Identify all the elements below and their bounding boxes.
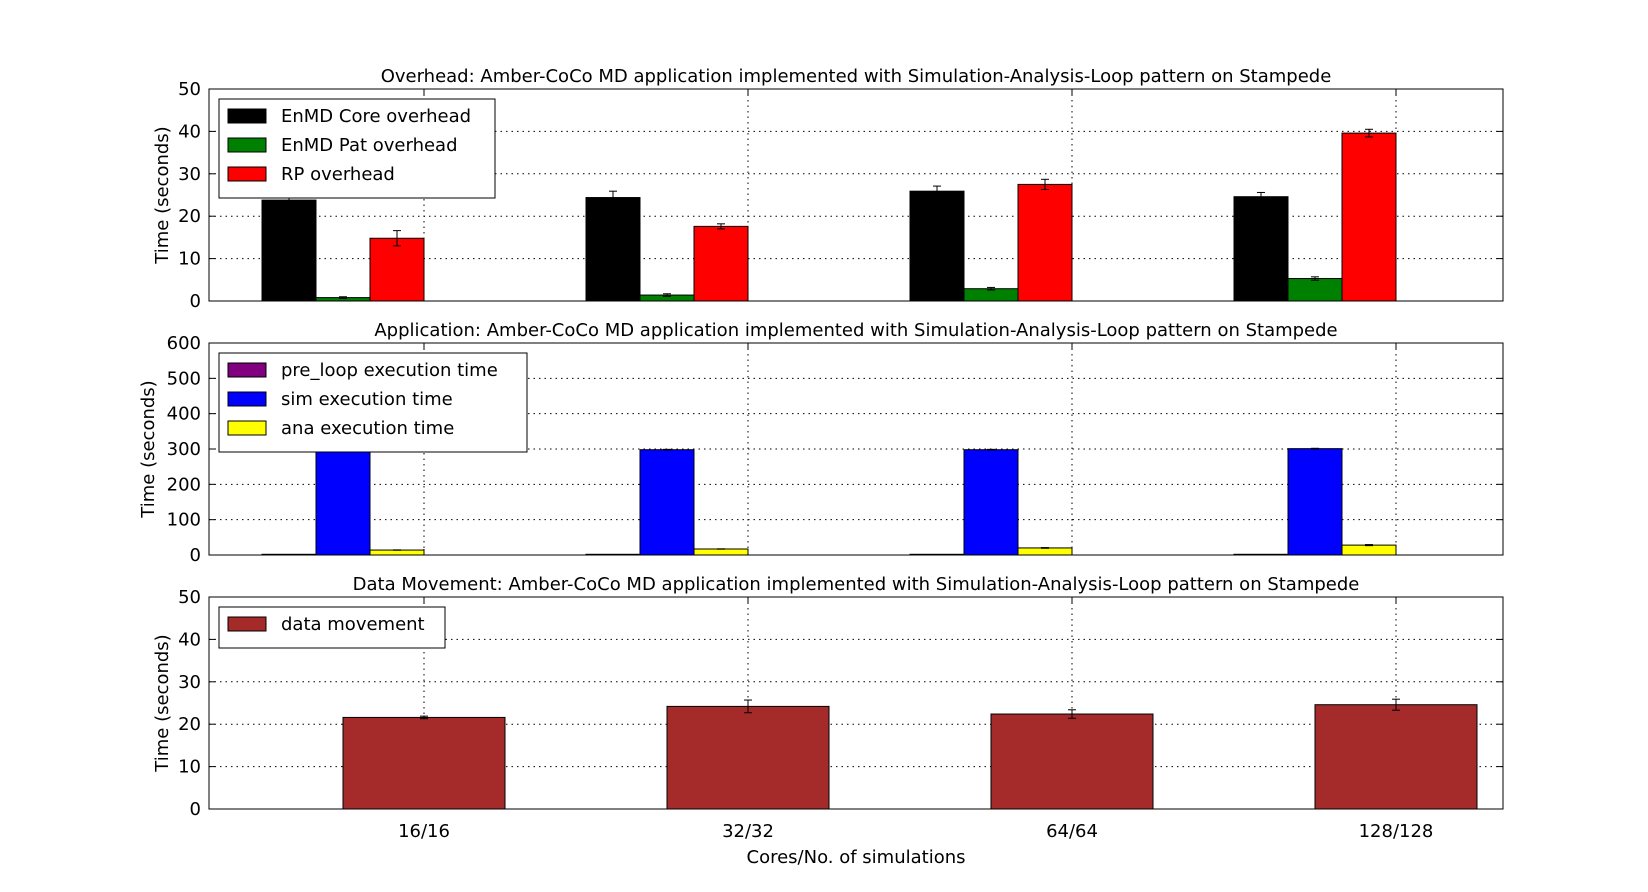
x-tick-label: 128/128 (1359, 821, 1434, 842)
panel-2: Application: Amber-CoCo MD application i… (138, 320, 1504, 566)
bar-rp-overhead (693, 225, 749, 302)
legend: EnMD Core overhead EnMD Pat overhead RP ov… (218, 98, 496, 199)
legend-label: sim execution time (281, 389, 453, 410)
y-axis-label: Time (seconds) (152, 634, 173, 772)
y-tick-label: 300 (167, 439, 201, 460)
bar-enmd-pat-overhead (963, 288, 1019, 302)
panel-3: Data Movement: Amber-CoCo MD application… (152, 574, 1504, 820)
legend-label: RP overhead (281, 164, 395, 185)
y-tick-label: 40 (178, 629, 201, 650)
bar-enmd-core-overhead (909, 190, 965, 302)
legend: data movement (218, 606, 446, 649)
y-tick-label: 40 (178, 121, 201, 142)
legend-swatch (227, 108, 267, 124)
x-tick-label: 64/64 (1046, 821, 1098, 842)
legend: pre_loop execution time sim execution tim… (218, 352, 528, 453)
legend-box (218, 352, 528, 453)
legend-label: ana execution time (281, 418, 454, 439)
y-axis-label: Time (seconds) (152, 126, 173, 264)
panel-title: Application: Amber-CoCo MD application i… (374, 320, 1337, 341)
bar-sim-execution-time (963, 449, 1019, 556)
y-tick-label: 600 (167, 333, 201, 354)
y-tick-label: 30 (178, 164, 201, 185)
y-tick-label: 20 (178, 714, 201, 735)
y-tick-label: 0 (190, 799, 201, 820)
y-tick-label: 50 (178, 79, 201, 100)
legend-swatch (227, 166, 267, 182)
panel-1: Overhead: Amber-CoCo MD application impl… (152, 66, 1504, 312)
bar-sim-execution-time (1287, 448, 1343, 556)
axes-frame (208, 596, 1504, 810)
y-tick-label: 10 (178, 757, 201, 778)
bar-ana-execution-time (369, 549, 425, 556)
bar-sim-execution-time (639, 449, 695, 556)
x-tick-label: 16/16 (398, 821, 450, 842)
bar-ana-execution-time (1341, 544, 1397, 556)
bar-enmd-core-overhead (585, 197, 641, 302)
legend-label: pre_loop execution time (281, 360, 498, 381)
bar-enmd-pat-overhead (1287, 278, 1343, 302)
y-tick-label: 0 (190, 545, 201, 566)
y-tick-label: 400 (167, 404, 201, 425)
panel-title: Overhead: Amber-CoCo MD application impl… (381, 66, 1332, 87)
legend-swatch (227, 362, 267, 378)
y-tick-label: 30 (178, 672, 201, 693)
y-tick-label: 100 (167, 510, 201, 531)
bar-ana-execution-time (693, 548, 749, 556)
y-tick-label: 50 (178, 587, 201, 608)
y-tick-label: 10 (178, 249, 201, 270)
legend-swatch (227, 420, 267, 436)
legend-label: data movement (281, 614, 425, 635)
bar-data-movement (666, 705, 830, 810)
panel-title: Data Movement: Amber-CoCo MD application… (353, 574, 1360, 595)
bar-ana-execution-time (1017, 547, 1073, 556)
y-tick-label: 200 (167, 474, 201, 495)
bar-rp-overhead (1341, 132, 1397, 302)
y-tick-label: 20 (178, 206, 201, 227)
legend-label: EnMD Core overhead (281, 106, 471, 127)
legend-swatch (227, 616, 267, 632)
bar-rp-overhead (369, 237, 425, 302)
bar-rp-overhead (1017, 183, 1073, 302)
bar-data-movement (342, 716, 506, 810)
legend-swatch (227, 391, 267, 407)
y-tick-label: 0 (190, 291, 201, 312)
bar-data-movement (1314, 704, 1478, 810)
axes-frame (208, 342, 1504, 556)
bar-sim-execution-time (315, 450, 371, 556)
y-tick-label: 500 (167, 368, 201, 389)
legend-swatch (227, 137, 267, 153)
axes-frame (208, 88, 1504, 302)
y-axis-label: Time (seconds) (138, 380, 159, 518)
legend-label: EnMD Pat overhead (281, 135, 458, 156)
bar-enmd-core-overhead (1233, 196, 1289, 302)
bar-enmd-core-overhead (261, 199, 317, 302)
x-axis-label: Cores/No. of simulations (747, 847, 966, 868)
x-tick-label: 32/32 (722, 821, 774, 842)
bar-data-movement (990, 713, 1154, 810)
